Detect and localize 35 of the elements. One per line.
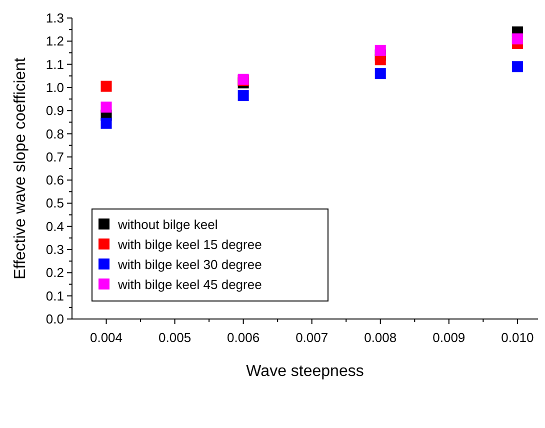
y-tick-label: 0.0 — [46, 312, 64, 326]
y-tick-label: 1.0 — [46, 80, 64, 95]
point — [238, 90, 249, 102]
point — [374, 68, 386, 80]
legend-label: with bilge keel 45 degree — [117, 277, 262, 292]
x-tick-label: 0.004 — [90, 330, 123, 345]
legend-label: without bilge keel — [117, 217, 218, 232]
point — [512, 61, 523, 72]
y-tick-label: 0.7 — [46, 149, 64, 164]
point — [374, 44, 386, 56]
x-tick-label: 0.008 — [364, 330, 397, 345]
y-tick-label: 1.1 — [46, 56, 64, 72]
y-tick-label: 0.6 — [46, 172, 64, 188]
legend-label: with bilge keel 15 degree — [117, 237, 262, 252]
y-tick-label: 1.2 — [46, 34, 64, 49]
y-tick-label: 0.5 — [46, 196, 64, 211]
x-tick-label: 0.005 — [158, 330, 192, 345]
y-tick-label: 1.3 — [46, 10, 64, 26]
point — [512, 33, 523, 44]
point — [100, 118, 112, 129]
x-tick-label: 0.007 — [296, 330, 328, 345]
y-tick-label: 0.2 — [46, 265, 64, 280]
y-tick-label: 0.3 — [46, 242, 64, 258]
x-tick-label: 0.009 — [432, 330, 466, 345]
y-tick-label: 0.9 — [46, 103, 64, 118]
y-axis-title: Effective wave slope coefficient — [12, 57, 29, 280]
x-tick-label: 0.010 — [501, 330, 534, 345]
y-tick-label: 0.4 — [46, 218, 64, 234]
point — [100, 80, 112, 92]
point — [100, 102, 112, 113]
x-axis-title: Wave steepness — [246, 363, 364, 380]
legend-label: with bilge keel 30 degree — [117, 257, 262, 272]
y-tick-label: 0.1 — [46, 288, 64, 304]
x-tick-label: 0.006 — [227, 330, 260, 345]
y-tick-label: 0.8 — [46, 126, 64, 142]
